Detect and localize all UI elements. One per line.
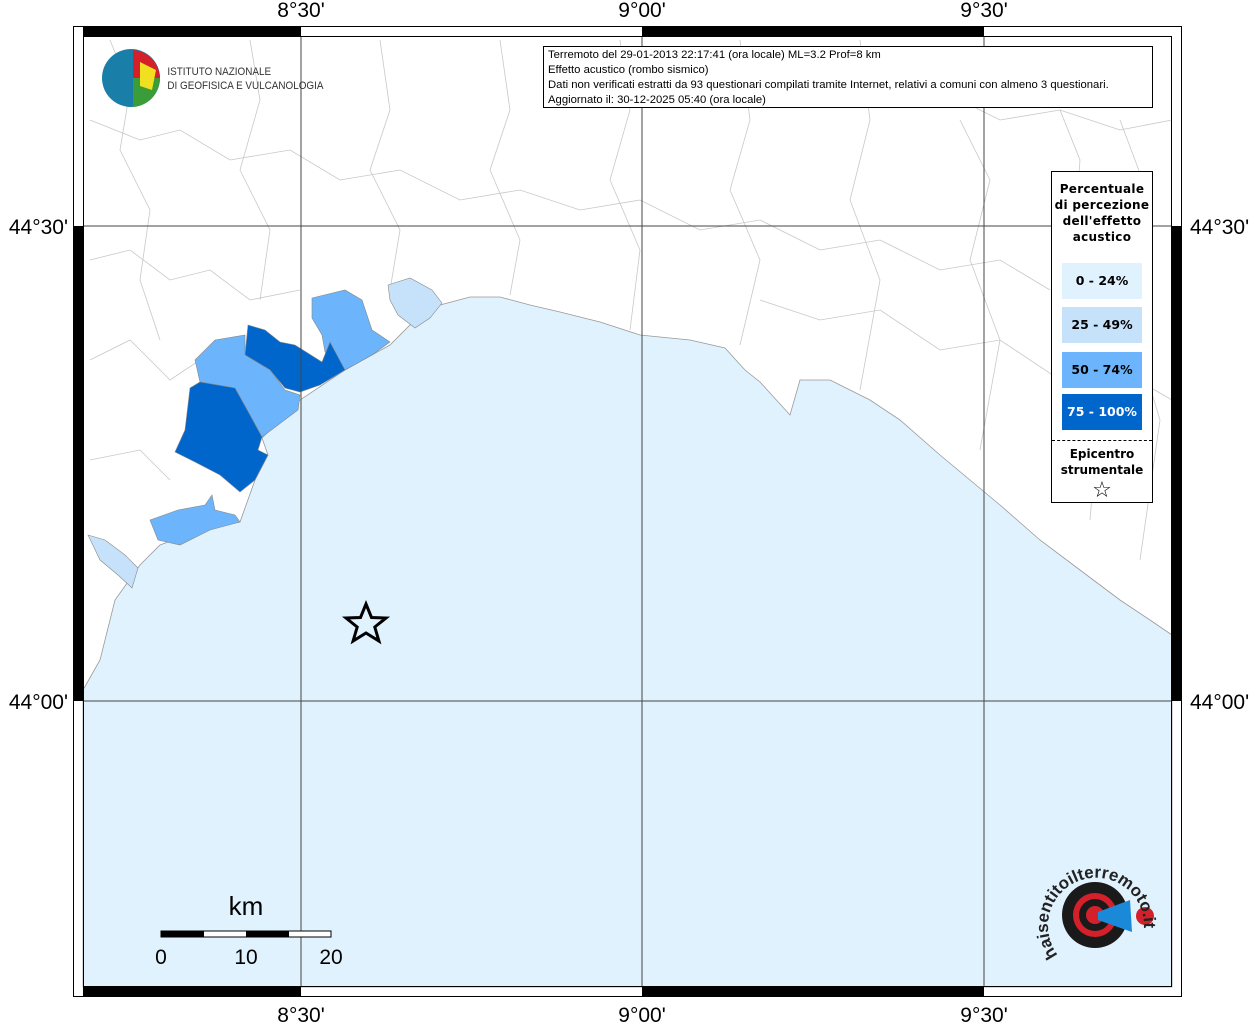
- lat-label-right: 44°00': [1190, 691, 1249, 714]
- scale-bar: km 0 10 20: [155, 891, 343, 969]
- star-outline-icon: ☆: [1092, 478, 1112, 503]
- svg-text:DI GEOFISICA E VULCANOLOGIA: DI GEOFISICA E VULCANOLOGIA: [167, 81, 323, 93]
- scale-tick: 10: [234, 946, 257, 969]
- lat-label-right: 44°30': [1190, 216, 1249, 239]
- comune-0-24: [87, 534, 139, 589]
- lat-label-left: 44°00': [9, 691, 68, 714]
- map-legend: Percentuale di percezione dell'effetto a…: [1051, 171, 1153, 503]
- legend-class-0-24: 0 - 24%: [1062, 263, 1142, 299]
- ingv-logo: ISTITUTO NAZIONALE DI GEOFISICA E VULCAN…: [102, 49, 323, 107]
- legend-class-25-49: 25 - 49%: [1062, 307, 1142, 343]
- legend-class-50-74: 50 - 74%: [1062, 352, 1142, 388]
- lat-label-left: 44°30': [9, 216, 68, 239]
- graticule: [83, 36, 1172, 987]
- event-info-line: Aggiornato il: 30-12-2025 05:40 (ora loc…: [548, 94, 766, 106]
- sea: [82, 296, 1173, 988]
- comuni-layer: [87, 277, 443, 589]
- legend-class-75-100: 75 - 100%: [1062, 394, 1142, 430]
- legend-divider: [1052, 440, 1152, 441]
- lon-label-bottom: 8°30': [277, 1004, 324, 1024]
- epicenter-star-icon: [341, 600, 391, 645]
- comune-50-74: [149, 494, 241, 546]
- event-info-line: Effetto acustico (rombo sismico): [548, 64, 709, 76]
- event-info-line: Terremoto del 29-01-2013 22:17:41 (ora l…: [548, 49, 881, 61]
- comune-0-24: [387, 277, 443, 329]
- lon-label-top: 9°30': [960, 0, 1007, 22]
- lon-label-bottom: 9°00': [618, 1004, 665, 1024]
- event-info-box: Terremoto del 29-01-2013 22:17:41 (ora l…: [543, 46, 1153, 108]
- lon-label-bottom: 9°30': [960, 1004, 1007, 1024]
- lon-label-top: 8°30': [277, 0, 324, 22]
- scale-unit: km: [229, 891, 264, 921]
- scale-tick: 0: [155, 946, 167, 969]
- scale-tick: 20: [319, 946, 342, 969]
- lon-label-top: 9°00': [618, 0, 665, 22]
- svg-text:ISTITUTO NAZIONALE: ISTITUTO NAZIONALE: [167, 67, 271, 79]
- map-frame: [73, 26, 1182, 997]
- legend-epicenter-label: Epicentro strumentale: [1060, 447, 1144, 477]
- comune-75-100: [174, 381, 269, 493]
- event-info-line: Dati non verificati estratti da 93 quest…: [548, 79, 1109, 91]
- legend-title: Percentuale di percezione dell'effetto a…: [1054, 182, 1150, 244]
